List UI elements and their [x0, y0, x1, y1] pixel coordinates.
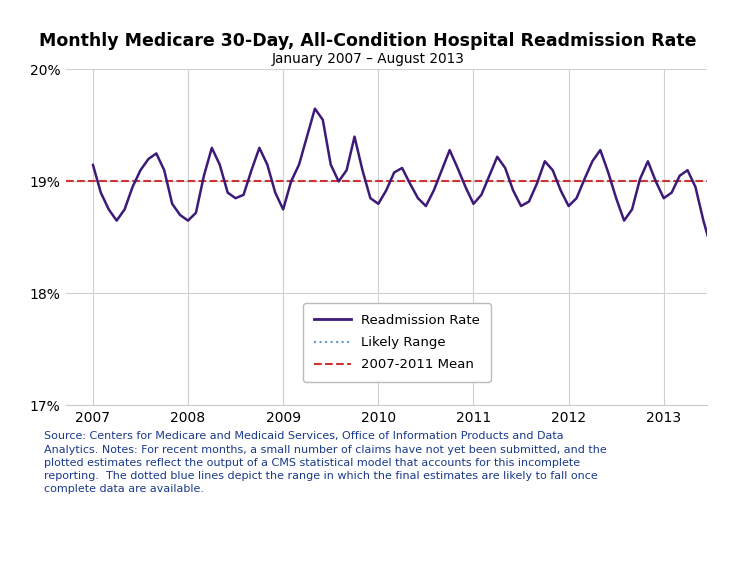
Text: Source: Centers for Medicare and Medicaid Services, Office of Information Produc: Source: Centers for Medicare and Medicai…	[44, 431, 607, 494]
Legend: Readmission Rate, Likely Range, 2007-2011 Mean: Readmission Rate, Likely Range, 2007-201…	[303, 303, 491, 382]
Text: January 2007 – August 2013: January 2007 – August 2013	[272, 52, 464, 66]
Text: Monthly Medicare 30-Day, All-Condition Hospital Readmission Rate: Monthly Medicare 30-Day, All-Condition H…	[39, 32, 697, 50]
